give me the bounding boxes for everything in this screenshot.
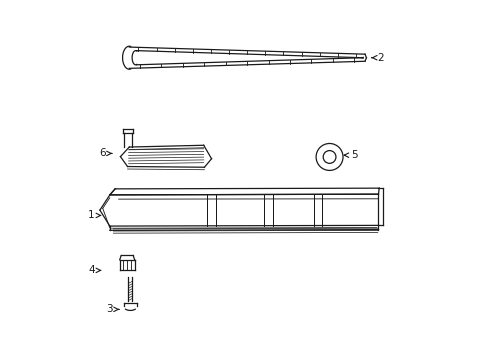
Text: 6: 6 xyxy=(99,148,111,158)
Text: 3: 3 xyxy=(106,304,119,314)
Text: 2: 2 xyxy=(371,53,384,63)
Text: 1: 1 xyxy=(88,211,101,220)
Text: 5: 5 xyxy=(344,150,357,160)
Text: 4: 4 xyxy=(88,265,101,275)
